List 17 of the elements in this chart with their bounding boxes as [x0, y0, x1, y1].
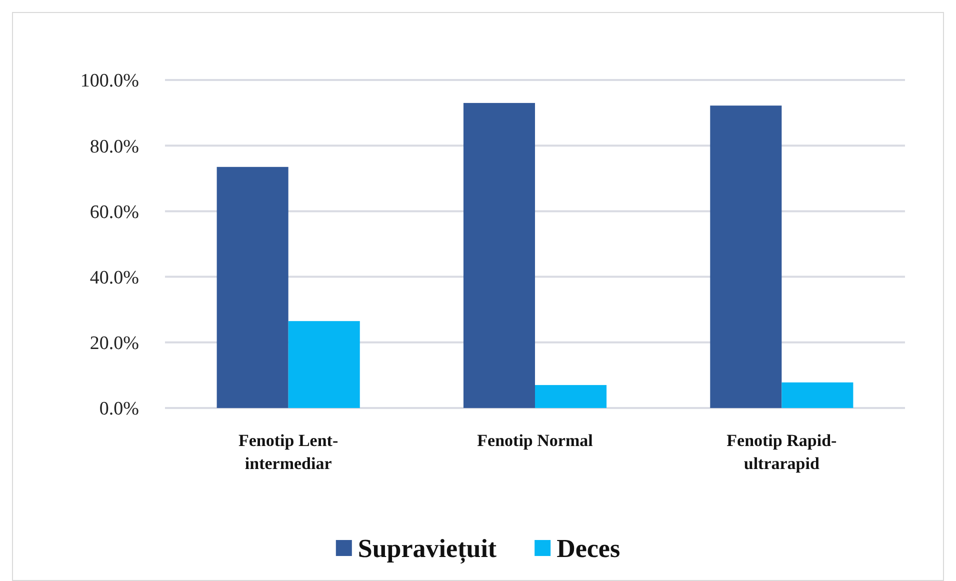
legend-label: Supraviețuit	[358, 534, 497, 564]
bar	[710, 106, 782, 408]
y-tick-label: 80.0%	[90, 136, 140, 158]
y-tick-label: 0.0%	[99, 398, 140, 420]
bar	[782, 382, 854, 408]
y-tick-label: 100.0%	[80, 70, 140, 92]
bar	[463, 102, 535, 408]
y-tick-label: 40.0%	[90, 267, 140, 288]
x-tick-label: Fenotip Normal	[477, 431, 594, 450]
bar	[216, 166, 288, 408]
legend-label: Deces	[556, 534, 620, 564]
y-tick-label: 20.0%	[90, 333, 140, 354]
y-tick-label: 60.0%	[90, 202, 140, 223]
bar	[535, 385, 607, 408]
x-tick-label: Fenotip Rapid-ultrarapid	[726, 431, 838, 473]
bar	[288, 321, 360, 408]
x-tick-label: Fenotip Lent-intermediar	[238, 431, 338, 473]
